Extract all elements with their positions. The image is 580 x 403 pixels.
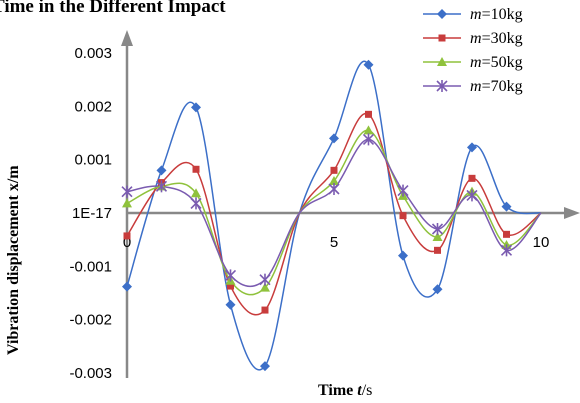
legend-m-30kg: m=30kg [423, 30, 523, 47]
series-m-70kg-point [259, 273, 271, 286]
series-m-70kg-point [190, 197, 202, 210]
legend-m-50kg: m=50kg [423, 54, 523, 71]
series-m-50kg-point [259, 282, 270, 292]
legend-m-10kg: m=10kg [423, 6, 523, 23]
y-axis-label: Vibration displacement x/m [5, 165, 22, 355]
y-tick-label: 0.002 [74, 98, 112, 115]
series-m-70kg-point [397, 184, 409, 197]
series-m-70kg-point [431, 223, 444, 235]
series-m-10kg-point [225, 299, 236, 310]
y-axis-arrow [121, 30, 133, 46]
legend-m-70kg-label: m=70kg [470, 78, 523, 95]
series-m-30kg-point [123, 232, 131, 240]
series-m-50kg-point [191, 188, 202, 198]
series-m-70kg-point [224, 269, 237, 282]
x-axis-label: Time t/s [318, 382, 372, 399]
x-tick-label: 0 [123, 234, 131, 251]
series-m-10kg-point [398, 250, 409, 261]
series-m-30kg-point [364, 110, 372, 118]
series-m-10kg-point [329, 133, 339, 144]
series-m-30kg-point [227, 282, 234, 290]
x-tick-labels: 0 5 10 [123, 234, 550, 251]
series-lines [126, 60, 542, 371]
y-tick-labels: 0.003 0.002 0.001 1E-17 -0.001 -0.002 -0.003 [69, 45, 112, 382]
series-m-30kg-point [261, 306, 269, 314]
x-axis-arrow [564, 207, 580, 219]
legend-m-50kg-marker [437, 57, 447, 66]
series-m-50kg-point [363, 125, 374, 135]
series-m-10kg-point [122, 281, 132, 292]
y-tick-label: -0.002 [69, 312, 112, 329]
series-m-50kg-point [122, 198, 132, 208]
legend-m-10kg-label: m=10kg [470, 6, 523, 23]
legend-m-70kg-marker [436, 80, 448, 92]
legend-m-10kg-marker [437, 9, 447, 19]
y-tick-label: -0.003 [69, 365, 112, 382]
series-m-30kg-point [330, 166, 338, 174]
series-m-30kg-point [192, 165, 200, 173]
series-m-10kg-line [126, 60, 542, 371]
series-markers [121, 59, 513, 372]
series-m-30kg-point [399, 212, 407, 220]
legend-m-50kg-label: m=50kg [470, 54, 523, 71]
x-tick-label: 10 [533, 234, 550, 251]
series-m-30kg-point [468, 174, 476, 182]
series-m-70kg-point [121, 185, 133, 198]
series-m-50kg-point [329, 176, 339, 185]
y-tick-label: 1E-17 [72, 205, 112, 222]
series-m-30kg-point [503, 230, 511, 238]
chart-title: Time in the Different Impact [0, 0, 226, 17]
series-m-10kg-point [466, 142, 477, 153]
series-m-70kg-point [362, 133, 375, 146]
y-tick-label: 0.003 [74, 45, 112, 62]
legend: m=10kg m=30kg m=50kg m=70kg [423, 6, 523, 95]
series-m-30kg-point [434, 246, 441, 254]
y-tick-label: 0.001 [74, 152, 112, 169]
series-m-50kg-point [432, 232, 443, 241]
series-m-10kg-point [156, 165, 167, 176]
legend-m-30kg-marker [438, 34, 446, 42]
legend-m-70kg: m=70kg [423, 78, 523, 95]
y-tick-label: -0.001 [69, 258, 112, 275]
series-m-70kg-point [155, 180, 168, 193]
series-m-70kg-point [466, 189, 478, 202]
x-tick-label: 5 [330, 234, 338, 251]
legend-m-30kg-label: m=30kg [470, 30, 523, 47]
series-m-10kg-point [191, 102, 202, 113]
series-m-10kg-point [363, 59, 374, 70]
series-m-70kg-point [328, 183, 340, 195]
series-m-10kg-point [501, 201, 512, 212]
series-m-70kg-point [500, 244, 513, 257]
series-m-10kg-point [259, 361, 270, 372]
series-m-10kg-point [432, 284, 443, 295]
